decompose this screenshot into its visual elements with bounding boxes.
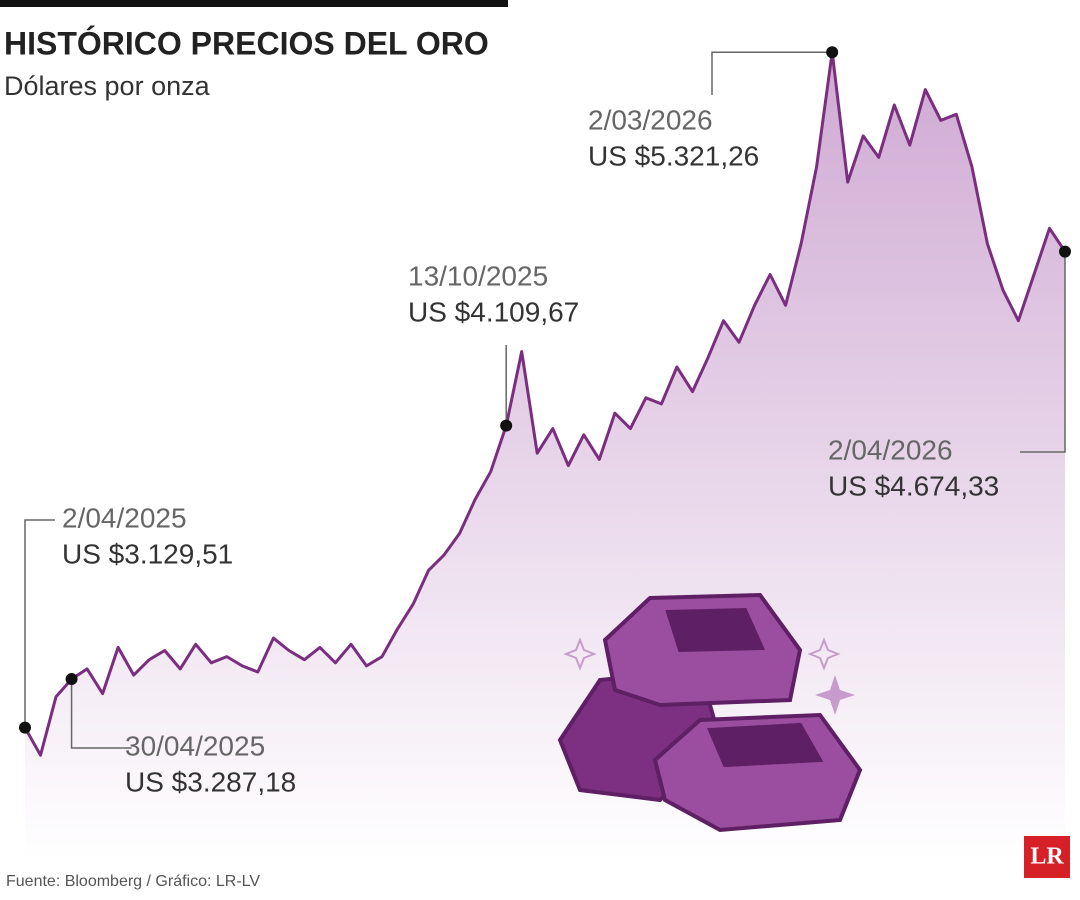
annotation-dot <box>65 673 78 686</box>
annotation-date: 2/04/2026 <box>828 434 953 465</box>
leader-line <box>711 51 833 95</box>
line <box>23 50 1067 757</box>
annotation-dot <box>19 721 31 734</box>
annotation-date: 2/03/2026 <box>588 104 713 135</box>
gold-bars <box>557 592 863 833</box>
annotation-value: US $4.674,33 <box>828 470 999 501</box>
annotation-dot <box>500 419 513 432</box>
annotation-date: 2/04/2025 <box>62 502 187 533</box>
annotation-dot <box>826 46 839 59</box>
chart-title: HISTÓRICO PRECIOS DEL ORO <box>4 25 489 61</box>
annotation-value: US $5.321,26 <box>588 140 759 171</box>
annotation-dot <box>1059 245 1071 258</box>
source: Fuente: Bloomberg / Gráfico: LR-LV <box>6 873 260 890</box>
chart-subtitle: Dólares por onza <box>4 71 211 101</box>
plot: 2/04/2025 US $3.129,51 30/04/2025 US $3.287… <box>19 46 1071 861</box>
annotation-value: US $3.287,18 <box>125 766 296 797</box>
annotation-date: 30/04/2025 <box>125 730 265 761</box>
logo-box <box>1024 836 1070 878</box>
annotation-value: US $3.129,51 <box>62 538 233 569</box>
leader-line <box>24 519 55 728</box>
area <box>25 52 1065 861</box>
leader-line <box>1020 251 1066 453</box>
annotation-value: US $4.109,67 <box>408 296 579 327</box>
leader-line <box>70 679 132 749</box>
annotation-date: 13/10/2025 <box>408 260 548 291</box>
top-bar <box>0 0 508 7</box>
logo: LR <box>1030 844 1064 870</box>
